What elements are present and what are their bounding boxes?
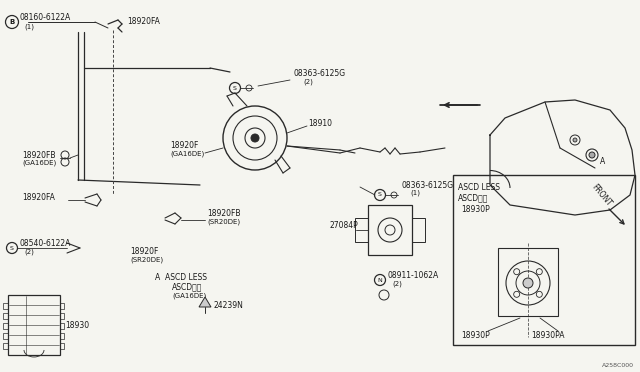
Text: (2): (2) <box>303 79 313 85</box>
Text: 08363-6125G: 08363-6125G <box>293 70 345 78</box>
Text: 18930P: 18930P <box>461 205 490 214</box>
Circle shape <box>251 134 259 142</box>
Text: (2): (2) <box>24 249 34 255</box>
Text: (GA16DE): (GA16DE) <box>22 160 56 166</box>
Text: 08160-6122A: 08160-6122A <box>20 13 71 22</box>
Bar <box>3 323 8 329</box>
Text: 18920FB: 18920FB <box>207 209 241 218</box>
Text: 18930P: 18930P <box>461 331 490 340</box>
Text: B: B <box>10 19 15 25</box>
Bar <box>60 343 64 349</box>
Circle shape <box>523 278 533 288</box>
Text: A258C000: A258C000 <box>602 363 634 368</box>
Text: S: S <box>233 86 237 90</box>
Bar <box>368 205 412 255</box>
Text: A: A <box>600 157 605 167</box>
Text: (SR20DE): (SR20DE) <box>130 257 163 263</box>
Bar <box>60 323 64 329</box>
Bar <box>3 303 8 309</box>
Text: 08911-1062A: 08911-1062A <box>388 270 439 279</box>
Text: 24239N: 24239N <box>213 301 243 310</box>
Bar <box>60 313 64 319</box>
Text: 08363-6125G: 08363-6125G <box>402 180 454 189</box>
Text: S: S <box>10 246 14 250</box>
Text: (1): (1) <box>410 190 420 196</box>
Text: A  ASCD LESS: A ASCD LESS <box>155 273 207 282</box>
Text: (2): (2) <box>392 281 402 287</box>
Text: 18920F: 18920F <box>170 141 198 151</box>
Text: 18920FB: 18920FB <box>22 151 56 160</box>
Text: 18920F: 18920F <box>130 247 158 257</box>
Text: 18920FA: 18920FA <box>22 193 55 202</box>
Bar <box>355 218 368 242</box>
Text: (SR20DE): (SR20DE) <box>207 219 240 225</box>
Bar <box>3 313 8 319</box>
Text: (GA16DE): (GA16DE) <box>172 293 206 299</box>
Text: 27084P: 27084P <box>330 221 359 230</box>
Text: ASCD重要: ASCD重要 <box>172 282 202 292</box>
Bar <box>60 333 64 339</box>
Text: (1): (1) <box>24 24 34 30</box>
Text: 18920FA: 18920FA <box>127 17 160 26</box>
Text: 18930: 18930 <box>65 321 89 330</box>
Text: FRONT: FRONT <box>590 183 614 209</box>
Text: S: S <box>378 192 382 198</box>
Bar <box>453 175 635 345</box>
Text: ASCD LESS: ASCD LESS <box>458 183 500 192</box>
Bar <box>498 248 558 316</box>
Bar <box>3 343 8 349</box>
Circle shape <box>573 138 577 142</box>
Text: 18910: 18910 <box>308 119 332 128</box>
Bar <box>60 303 64 309</box>
Bar <box>412 218 425 242</box>
Text: 08540-6122A: 08540-6122A <box>20 238 72 247</box>
Polygon shape <box>199 297 211 307</box>
Circle shape <box>589 152 595 158</box>
Text: N: N <box>378 278 382 282</box>
Text: 18930PA: 18930PA <box>531 331 564 340</box>
Text: ASCD重要: ASCD重要 <box>458 193 488 202</box>
Bar <box>3 333 8 339</box>
Bar <box>8 295 60 355</box>
Text: (GA16DE): (GA16DE) <box>170 151 204 157</box>
